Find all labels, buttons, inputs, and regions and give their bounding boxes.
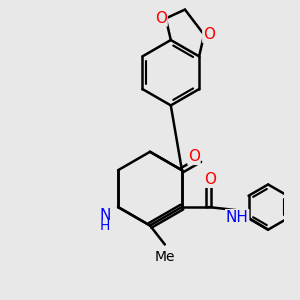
Text: NH: NH <box>226 210 249 225</box>
Text: O: O <box>155 11 167 26</box>
Text: Me: Me <box>154 250 175 265</box>
Text: H: H <box>100 219 110 233</box>
Text: O: O <box>188 149 200 164</box>
Text: N: N <box>99 208 111 224</box>
Text: O: O <box>204 172 216 187</box>
Text: O: O <box>203 27 215 42</box>
